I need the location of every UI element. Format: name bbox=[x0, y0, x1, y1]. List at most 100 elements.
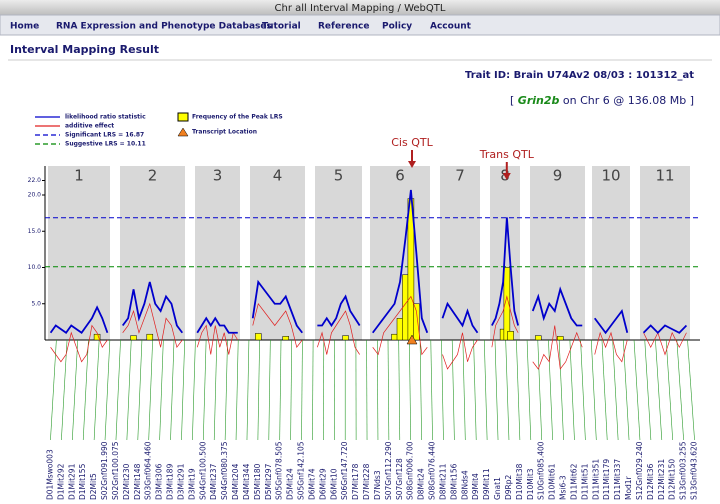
marker-label: D5Mit297 bbox=[264, 463, 273, 500]
menu-item[interactable]: Policy bbox=[382, 22, 412, 32]
chromosome-label: 11 bbox=[655, 167, 674, 185]
marker-connector bbox=[126, 339, 132, 441]
peak-bar bbox=[413, 303, 420, 341]
legend-label: Transcript Location bbox=[192, 129, 257, 136]
marker-label: S05Gnf078.505 bbox=[275, 441, 284, 500]
additive-line bbox=[594, 331, 628, 363]
marker-connector bbox=[268, 339, 271, 441]
menu-item[interactable]: Home bbox=[10, 22, 39, 32]
marker-connector bbox=[462, 339, 466, 441]
marker-connector bbox=[580, 339, 586, 441]
marker-connector bbox=[148, 339, 153, 441]
legend-label: Significant LRS = 16.87 bbox=[65, 132, 144, 139]
chromosome-band bbox=[592, 166, 630, 340]
marker-connector bbox=[312, 339, 314, 441]
marker-connector bbox=[50, 339, 57, 441]
marker-connector bbox=[159, 339, 164, 441]
menu-item[interactable]: Reference bbox=[318, 22, 369, 32]
marker-connector bbox=[170, 339, 175, 441]
y-tick-label: 5.0 bbox=[31, 300, 41, 307]
marker-connector bbox=[569, 339, 575, 441]
legend-label: additive effect bbox=[65, 123, 114, 130]
marker-label: D10Mit61 bbox=[548, 463, 557, 500]
marker-connector bbox=[516, 339, 521, 441]
menu-item[interactable]: RNA Expression and Phenotype Databases bbox=[56, 22, 272, 32]
peak-bar bbox=[402, 274, 409, 341]
marker-connector bbox=[537, 339, 543, 441]
marker-label: D12Mit231 bbox=[657, 459, 666, 500]
peak-bar bbox=[503, 267, 511, 341]
marker-label: S05Gnf142.105 bbox=[297, 441, 306, 500]
marker-connector bbox=[430, 339, 433, 441]
marker-label: D6Mit29 bbox=[318, 468, 327, 500]
chromosome-label: 5 bbox=[334, 167, 344, 185]
chromosome-label: 9 bbox=[553, 167, 563, 185]
marker-label: D2Mit230 bbox=[122, 463, 131, 500]
annotation-arrowhead bbox=[502, 173, 511, 180]
annotation-arrowhead bbox=[408, 161, 416, 168]
marker-connector bbox=[398, 339, 401, 441]
marker-connector bbox=[601, 339, 608, 441]
marker-connector bbox=[290, 339, 293, 441]
marker-connector bbox=[257, 339, 260, 441]
chromosome-label: 3 bbox=[213, 167, 223, 185]
lrs-line bbox=[441, 301, 479, 334]
page-title: Interval Mapping Result bbox=[10, 43, 159, 56]
chromosome-label: 1 bbox=[74, 167, 84, 185]
marker-label: S08Gnf076.440 bbox=[428, 441, 437, 500]
lrs-line bbox=[642, 324, 688, 335]
marker-label: S04Gnf100.500 bbox=[198, 441, 207, 500]
marker-label: D3Mit291 bbox=[176, 463, 185, 500]
chromosome-label: 6 bbox=[395, 167, 405, 185]
marker-connector bbox=[558, 339, 564, 441]
marker-connector bbox=[279, 339, 282, 441]
marker-connector bbox=[202, 339, 207, 441]
marker-label: S02Gnf100.075 bbox=[111, 441, 120, 500]
marker-connector bbox=[409, 339, 412, 441]
menu-bar bbox=[0, 14, 720, 36]
marker-label: S02Gnf091.990 bbox=[100, 441, 109, 500]
peak-bar bbox=[93, 333, 101, 341]
legend-swatch bbox=[177, 112, 189, 122]
marker-connector bbox=[115, 339, 121, 441]
peak-bar bbox=[146, 333, 154, 341]
marker-connector bbox=[181, 339, 186, 441]
marker-label: D9Mit11 bbox=[482, 468, 491, 500]
lrs-line bbox=[491, 217, 519, 326]
peak-bar bbox=[130, 335, 137, 341]
peak-bar bbox=[342, 335, 349, 341]
marker-label: D7Nds3 bbox=[373, 470, 382, 500]
peak-bar bbox=[557, 336, 564, 341]
peak-bar bbox=[396, 318, 404, 341]
marker-connector bbox=[192, 339, 196, 441]
lrs-line bbox=[372, 189, 429, 334]
marker-label: Msi6-3 bbox=[559, 475, 568, 500]
peak-bar bbox=[391, 333, 398, 341]
marker-label: D4Mit344 bbox=[242, 463, 251, 500]
marker-connector bbox=[387, 339, 390, 441]
marker-label: D11Mit62 bbox=[569, 463, 578, 500]
peak-bar bbox=[282, 336, 289, 341]
legend-swatch bbox=[177, 127, 189, 137]
title-bar bbox=[0, 0, 720, 15]
marker-connector bbox=[71, 339, 79, 441]
menu-item[interactable]: Account bbox=[430, 22, 472, 32]
marker-label: S04Gnf080.375 bbox=[220, 441, 229, 500]
marker-label: D1Mit291 bbox=[67, 463, 76, 500]
legend-label: Suggestive LRS = 10.11 bbox=[65, 141, 146, 148]
gene-name[interactable]: Grin2b bbox=[518, 94, 560, 107]
marker-label: D5Mit180 bbox=[253, 463, 262, 500]
chromosome-band bbox=[530, 166, 585, 340]
marker-label: D4Mit204 bbox=[231, 463, 240, 500]
gene-suffix: on Chr 6 @ 136.08 Mb ] bbox=[563, 94, 694, 107]
gene-prefix: [ bbox=[510, 94, 514, 107]
marker-connector bbox=[505, 339, 510, 441]
marker-connector bbox=[473, 339, 477, 441]
marker-connector bbox=[137, 339, 143, 441]
annotation: Cis QTL bbox=[391, 136, 433, 149]
marker-label: D8Nds4 bbox=[460, 470, 469, 500]
marker-connector bbox=[590, 339, 597, 441]
marker-label: S07Gnf128 bbox=[395, 458, 404, 500]
marker-label: D1Mit155 bbox=[78, 463, 87, 500]
menu-item[interactable]: Tutorial bbox=[262, 22, 301, 32]
